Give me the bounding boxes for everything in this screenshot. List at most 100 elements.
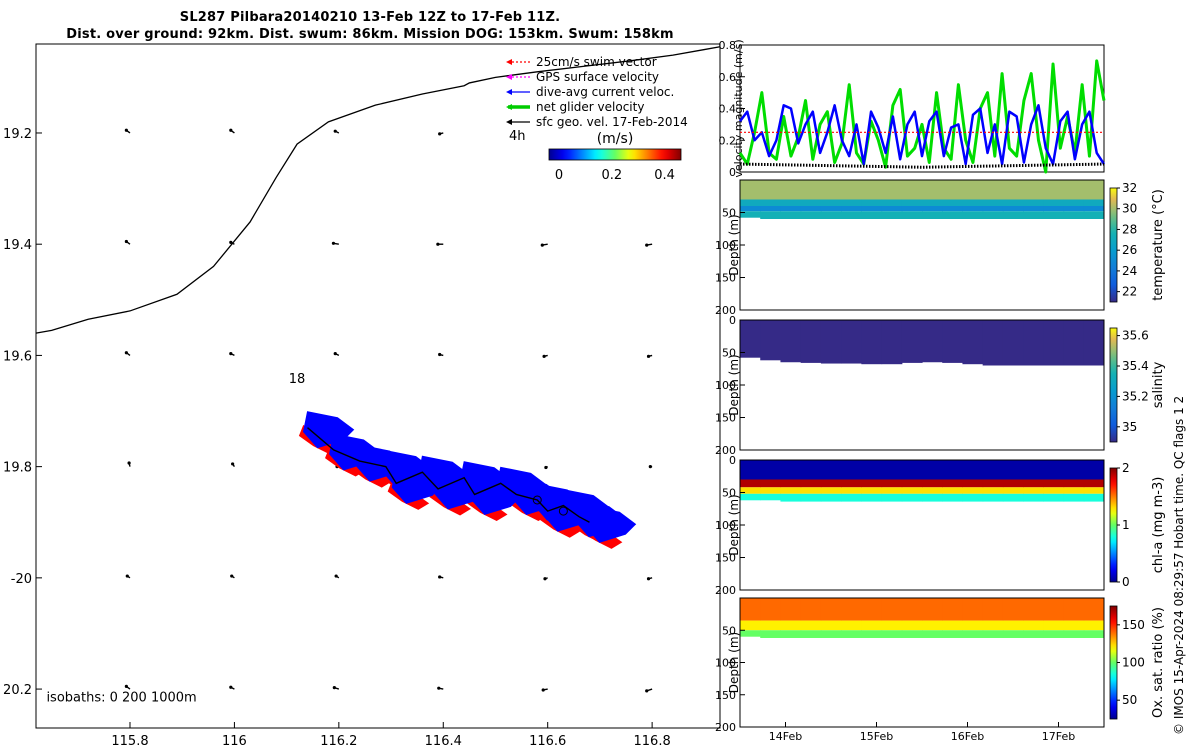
geostrophic-arrow-head: [645, 243, 649, 247]
section-data-cell: [1002, 206, 1024, 212]
section-data-cell: [962, 487, 984, 494]
section-data-cell: [820, 620, 842, 631]
section-data-cell: [1002, 487, 1024, 494]
geostrophic-arrow-head: [645, 689, 649, 693]
section-data-cell: [942, 487, 964, 494]
section-y-tick-label: 100: [715, 239, 736, 252]
legend-entry-label: GPS surface velocity: [536, 70, 659, 84]
section-data-cell: [982, 206, 1004, 212]
section-data-cell: [1043, 199, 1065, 206]
section-data-cell: [760, 630, 782, 638]
section-y-tick-label: 50: [722, 487, 736, 500]
section-data-cell: [841, 598, 862, 621]
section-data-cell: [760, 493, 782, 501]
section-data-cell: [901, 320, 923, 363]
section-data-cell: [1063, 479, 1085, 488]
section-data-cell: [922, 479, 943, 488]
section-data-cell: [901, 487, 923, 494]
section-data-cell: [861, 320, 883, 365]
section-data-cell: [820, 180, 842, 200]
section-data-cell: [760, 598, 782, 621]
section-data-cell: [982, 211, 1004, 219]
section-y-axis-label: Depth (m): [727, 214, 741, 275]
section-data-cell: [1023, 630, 1044, 638]
section-data-cell: [922, 460, 943, 480]
section-data-cell: [760, 199, 782, 206]
section-colorbar: [1109, 467, 1118, 583]
section-y-axis-label: Depth (m): [727, 632, 741, 693]
section-data-cell: [1063, 211, 1085, 219]
section-colorbar: [1109, 327, 1118, 443]
velocity-y-tick-label: 0: [729, 166, 736, 179]
geostrophic-arrow-head: [436, 242, 440, 246]
section-colorbar-tick-label: 1: [1122, 518, 1130, 532]
section-data-cell: [740, 620, 761, 631]
section-y-tick-label: 50: [722, 347, 736, 360]
map-y-tick-label: 19.8: [3, 461, 32, 476]
track-map-chart: 115.8 116 116.2 116.4 116.6 116.8 19.2 19.4 19.6…: [3, 43, 721, 749]
section-data-cell: [800, 479, 822, 488]
section-colorbar-tick-label: 100: [1122, 656, 1145, 670]
section-data-cell: [1083, 487, 1104, 494]
section-data-cell: [740, 460, 761, 480]
legend-arrow-head: [506, 59, 512, 65]
section-data-cell: [962, 493, 984, 502]
section-colorbar-tick-label: 32: [1122, 181, 1137, 195]
section-data-cell: [922, 320, 943, 363]
section-data-cell: [1083, 493, 1104, 502]
geostrophic-arrow-head: [438, 352, 442, 357]
section-data-cell: [1023, 211, 1044, 219]
section-data-cell: [861, 620, 883, 631]
section-data-cell: [820, 206, 842, 212]
section-data-cell: [780, 630, 802, 638]
section-colorbar-tick-label: 0: [1122, 575, 1130, 589]
section-data-cell: [1083, 598, 1104, 621]
legend-entry-label: 25cm/s swim vector: [536, 55, 657, 69]
geostrophic-arrow-head: [541, 688, 545, 692]
section-data-cell: [922, 493, 943, 502]
section-data-cell: [1002, 211, 1024, 219]
section-data-cell: [881, 487, 903, 494]
section-data-cell: [1043, 180, 1065, 200]
section-data-cell: [861, 206, 883, 212]
section-data-cell: [740, 320, 761, 358]
section-colorbar-tick-label: 35: [1122, 420, 1137, 434]
section-data-cell: [942, 493, 964, 502]
section-y-tick-label: 150: [715, 412, 736, 425]
hours-label: 4h: [509, 129, 526, 144]
geostrophic-arrow-head: [229, 128, 233, 132]
section-data-cell: [1043, 320, 1065, 366]
section-colorbar-tick-label: 30: [1122, 202, 1137, 216]
section-data-cell: [901, 460, 923, 480]
section-data-cell: [881, 630, 903, 638]
section-data-cell: [942, 320, 964, 363]
section-y-tick-label: 0: [729, 454, 736, 467]
legend-arrow-head: [506, 74, 512, 80]
section-data-cell: [1002, 493, 1024, 502]
geostrophic-arrow-head: [124, 684, 128, 688]
section-data-cell: [982, 493, 1004, 502]
geostrophic-arrow-head: [438, 575, 442, 579]
section-data-cell: [922, 630, 943, 638]
section-data-cell: [1023, 493, 1044, 502]
geostrophic-arrow-head: [229, 352, 233, 356]
section-data-cell: [861, 211, 883, 219]
section-y-tick-label: 200: [715, 721, 736, 734]
section-data-cell: [800, 493, 822, 502]
section-colorbar-tick-label: 24: [1122, 264, 1137, 278]
section-data-cell: [740, 479, 761, 488]
section-y-tick-label: 150: [715, 552, 736, 565]
section-data-cell: [780, 206, 802, 212]
section-data-cell: [1023, 620, 1044, 631]
velocity-y-tick-label: 0.4: [719, 103, 737, 116]
section-data-cell: [901, 180, 923, 200]
section-colorbar-tick-label: 150: [1122, 618, 1145, 632]
section-data-cell: [881, 620, 903, 631]
section-colorbar-label: temperature (°C): [1151, 189, 1166, 301]
geostrophic-arrow-head: [540, 243, 544, 247]
section-data-cell: [820, 199, 842, 206]
section-data-cell: [820, 460, 842, 480]
section-data-cell: [760, 211, 782, 219]
section-data-cell: [901, 620, 923, 631]
